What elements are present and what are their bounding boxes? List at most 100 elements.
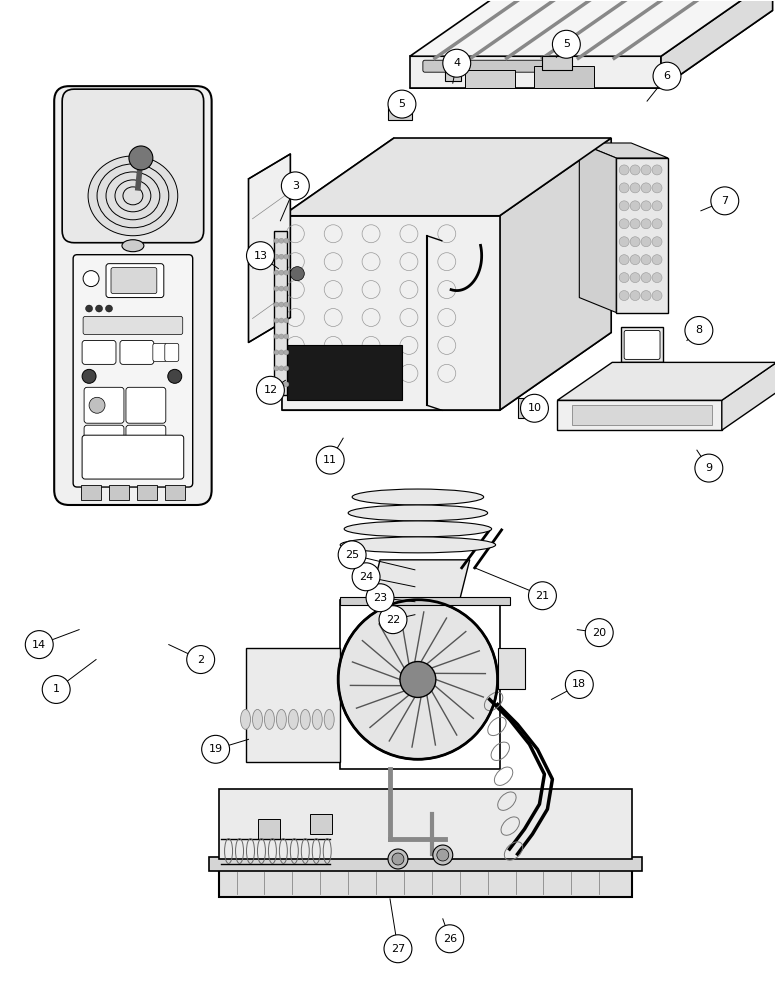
Text: 5: 5 [398, 99, 405, 109]
Circle shape [274, 270, 279, 275]
Circle shape [619, 201, 629, 211]
FancyBboxPatch shape [106, 264, 164, 298]
FancyBboxPatch shape [84, 425, 124, 461]
Circle shape [279, 302, 284, 307]
Circle shape [641, 165, 651, 175]
Circle shape [630, 165, 640, 175]
Circle shape [379, 606, 407, 634]
Circle shape [619, 291, 629, 301]
Circle shape [521, 394, 549, 422]
Circle shape [284, 382, 289, 387]
Text: 14: 14 [32, 640, 47, 650]
Text: 25: 25 [345, 550, 359, 560]
Polygon shape [497, 648, 525, 689]
Circle shape [685, 317, 713, 344]
Circle shape [89, 397, 105, 413]
Ellipse shape [106, 172, 160, 220]
Text: 23: 23 [373, 593, 387, 603]
Circle shape [641, 219, 651, 229]
Ellipse shape [265, 709, 275, 729]
Circle shape [338, 541, 366, 569]
Polygon shape [661, 0, 773, 88]
Polygon shape [621, 327, 663, 362]
Ellipse shape [241, 709, 251, 729]
FancyBboxPatch shape [120, 340, 154, 364]
Polygon shape [542, 56, 573, 70]
Circle shape [652, 255, 662, 265]
Polygon shape [722, 362, 776, 430]
Circle shape [279, 238, 284, 243]
Circle shape [274, 302, 279, 307]
Circle shape [630, 201, 640, 211]
Ellipse shape [348, 505, 487, 521]
Circle shape [630, 219, 640, 229]
Circle shape [338, 600, 497, 759]
Polygon shape [580, 143, 616, 313]
Circle shape [652, 291, 662, 301]
Circle shape [585, 619, 613, 647]
Polygon shape [616, 158, 668, 313]
Circle shape [392, 853, 404, 865]
Circle shape [274, 366, 279, 371]
Ellipse shape [252, 709, 262, 729]
Polygon shape [370, 560, 469, 600]
Circle shape [433, 845, 452, 865]
FancyBboxPatch shape [84, 387, 124, 423]
Circle shape [274, 382, 279, 387]
Circle shape [695, 454, 722, 482]
Polygon shape [557, 362, 776, 400]
Text: 12: 12 [263, 385, 278, 395]
Polygon shape [410, 0, 773, 56]
Circle shape [26, 631, 54, 659]
Polygon shape [282, 138, 611, 216]
Circle shape [619, 273, 629, 283]
Circle shape [282, 172, 310, 200]
FancyBboxPatch shape [137, 485, 157, 500]
Circle shape [652, 237, 662, 247]
Circle shape [85, 305, 92, 312]
Ellipse shape [88, 156, 178, 236]
Ellipse shape [123, 187, 143, 205]
Polygon shape [573, 405, 712, 425]
Ellipse shape [122, 240, 144, 252]
Ellipse shape [324, 709, 334, 729]
FancyBboxPatch shape [73, 255, 192, 487]
FancyBboxPatch shape [153, 343, 167, 361]
Text: 8: 8 [695, 325, 702, 335]
FancyBboxPatch shape [82, 435, 184, 479]
Polygon shape [287, 345, 402, 400]
Polygon shape [518, 398, 538, 418]
Circle shape [619, 183, 629, 193]
Circle shape [436, 925, 464, 953]
Polygon shape [557, 400, 722, 430]
FancyBboxPatch shape [81, 485, 101, 500]
Text: 6: 6 [663, 71, 670, 81]
Circle shape [83, 271, 99, 287]
Text: 26: 26 [443, 934, 457, 944]
Circle shape [284, 302, 289, 307]
Polygon shape [580, 143, 668, 158]
Text: 21: 21 [535, 591, 549, 601]
Polygon shape [219, 869, 632, 897]
Circle shape [652, 165, 662, 175]
Circle shape [257, 376, 284, 404]
Circle shape [619, 255, 629, 265]
Circle shape [284, 270, 289, 275]
Polygon shape [465, 70, 514, 88]
Polygon shape [248, 154, 290, 342]
Circle shape [279, 334, 284, 339]
Circle shape [284, 366, 289, 371]
Text: 9: 9 [705, 463, 712, 473]
Circle shape [290, 267, 304, 281]
Circle shape [202, 735, 230, 763]
Polygon shape [500, 138, 611, 410]
Circle shape [652, 183, 662, 193]
Polygon shape [310, 814, 332, 834]
Ellipse shape [289, 709, 298, 729]
Circle shape [653, 62, 681, 90]
Polygon shape [282, 138, 394, 410]
Circle shape [284, 254, 289, 259]
Text: 18: 18 [572, 679, 587, 689]
Circle shape [619, 219, 629, 229]
FancyBboxPatch shape [165, 343, 178, 361]
